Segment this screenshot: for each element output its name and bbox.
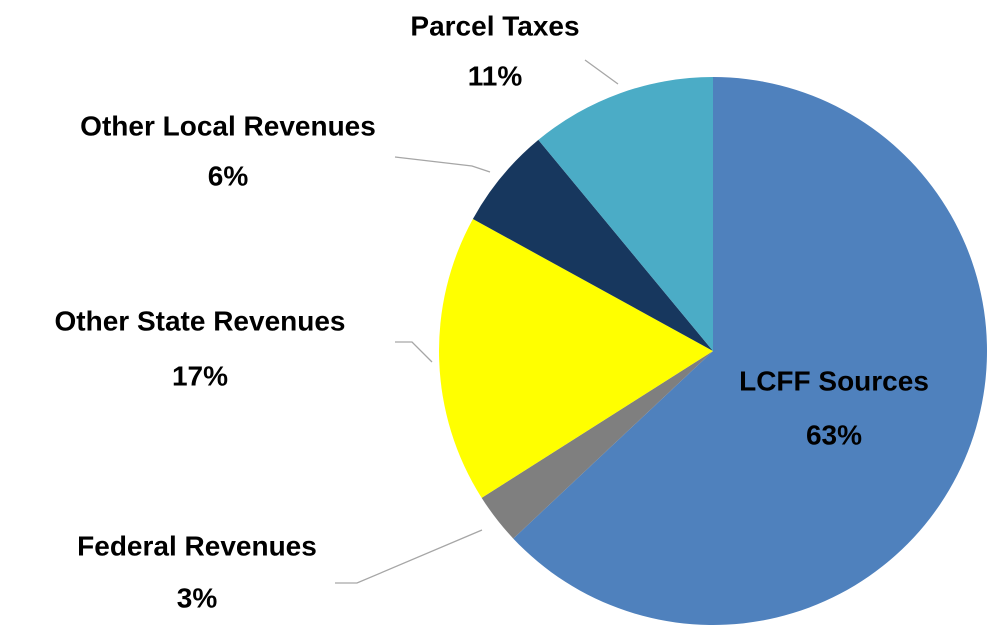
slice-label: Other State Revenues (55, 305, 346, 336)
slice-value-label: 63% (806, 419, 862, 450)
pie-slice (472, 139, 713, 351)
slice-label: LCFF Sources (739, 365, 929, 396)
leader-line (394, 156, 491, 173)
slice-value-label: 6% (208, 160, 249, 191)
pie-slice (439, 218, 713, 498)
slice-label: Parcel Taxes (410, 10, 579, 41)
leader-line (584, 59, 619, 85)
slice-label: Other Local Revenues (80, 110, 376, 141)
slice-value-label: 11% (468, 60, 523, 91)
slice-value-label: 17% (172, 360, 228, 391)
slice-label: Federal Revenues (77, 530, 317, 561)
leader-line (335, 529, 483, 584)
pie-slice (481, 351, 713, 539)
slice-value-label: 3% (177, 582, 218, 613)
leader-line (395, 341, 433, 363)
pie-slice (538, 77, 713, 351)
pie-slice (513, 77, 987, 625)
